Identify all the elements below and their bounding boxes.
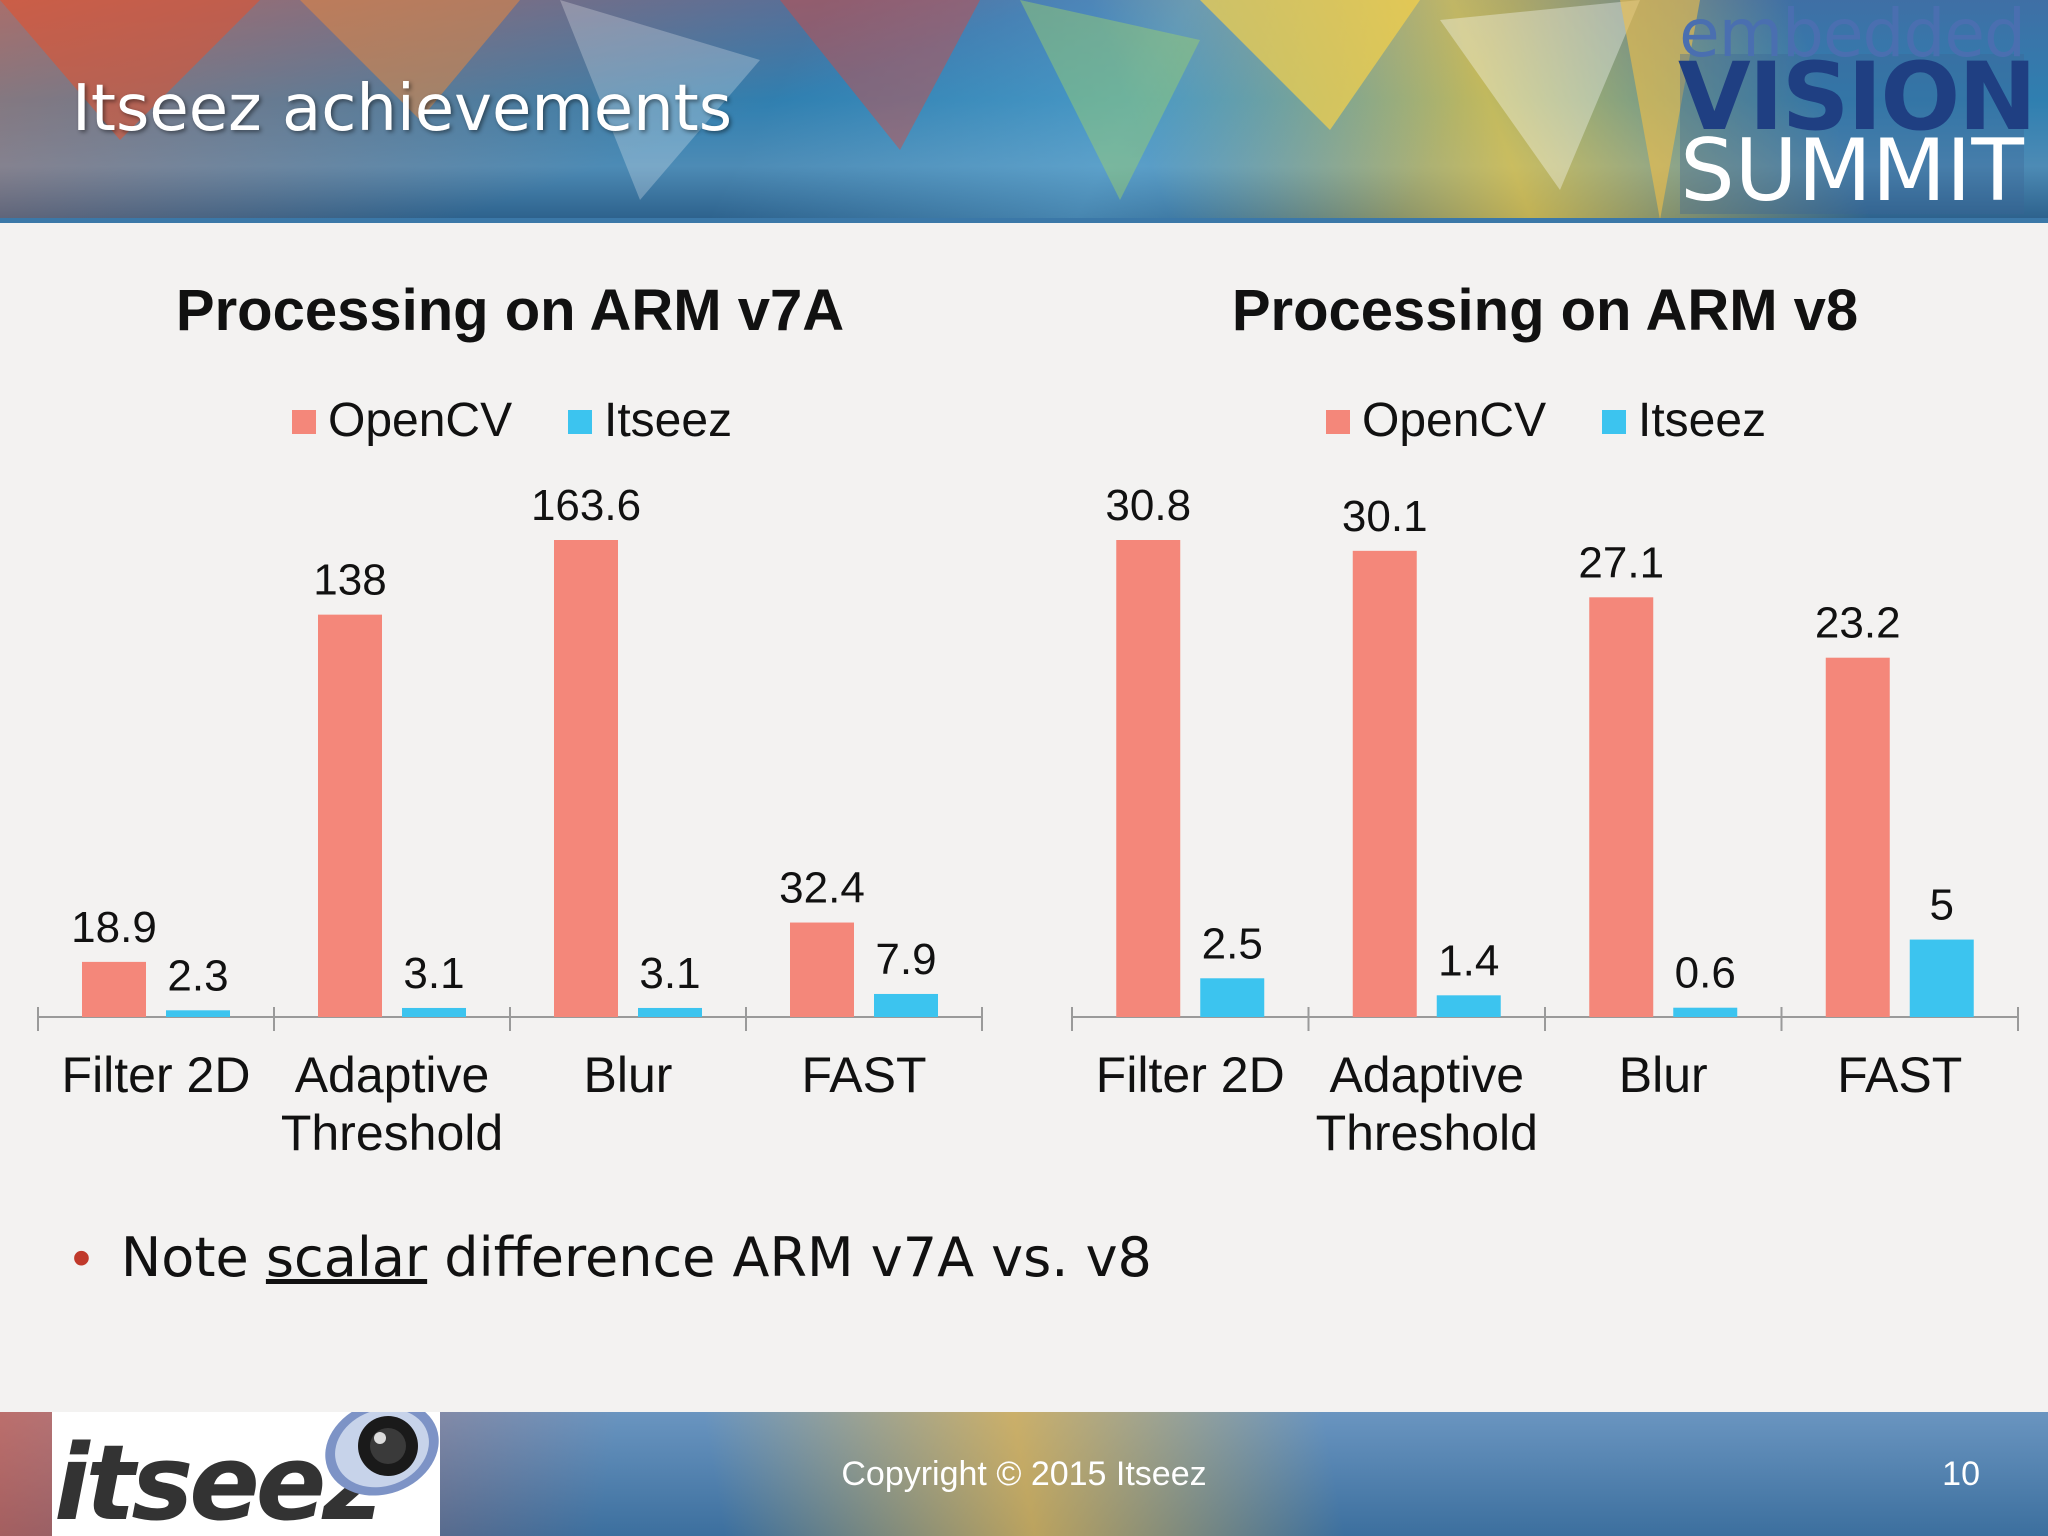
bar-itseez — [1436, 995, 1501, 1017]
legend-label-opencv: OpenCV — [328, 394, 512, 447]
bar-opencv — [790, 922, 854, 1017]
page-number: 10 — [1942, 1455, 1980, 1493]
summit-logo-box — [1680, 54, 2024, 214]
embedded-vision-summit-logo: embedded VISION SUMMIT — [1678, 0, 2037, 221]
bar-opencv — [318, 614, 382, 1017]
bar-opencv — [82, 961, 146, 1017]
bullet-dot: • — [72, 1228, 91, 1288]
header-rule — [0, 218, 2048, 223]
data-label-opencv: 18.9 — [71, 903, 157, 952]
data-label-itseez: 2.5 — [1202, 919, 1263, 968]
bullet-text-prefix: Note — [120, 1226, 266, 1289]
category-label: Blur — [584, 1047, 673, 1103]
chart-arm-v8: Processing on ARM v8 OpenCV Itseez 30.8 2.5 F… — [1071, 278, 2019, 1161]
legend-swatch-itseez — [1602, 410, 1626, 434]
copyright-text: Copyright © 2015 Itseez — [841, 1455, 1207, 1493]
header-banner: Itseez achievements embedded VISION SUMM… — [0, 0, 2048, 223]
chart-title: Processing on ARM v7A — [176, 278, 844, 343]
data-label-itseez: 5 — [1930, 881, 1954, 930]
bar-opencv — [1589, 597, 1654, 1017]
legend-swatch-opencv — [292, 410, 316, 434]
data-label-itseez: 1.4 — [1438, 936, 1499, 985]
camera-lens-icon — [325, 1412, 439, 1496]
header-decoration — [0, 0, 1700, 220]
category-label: Filter 2D — [62, 1047, 251, 1103]
summit-logo-embedded: embedded — [1679, 0, 2026, 72]
data-label-opencv: 138 — [313, 556, 386, 605]
legend-label-itseez: Itseez — [604, 394, 732, 447]
data-label-opencv: 163.6 — [531, 481, 641, 530]
itseez-logo: itseez — [52, 1412, 440, 1536]
category-label: Adaptive — [1329, 1047, 1524, 1103]
bullet-text-underlined: scalar — [265, 1226, 428, 1289]
bar-opencv — [554, 540, 618, 1017]
charts-area: Processing on ARM v7A OpenCV Itseez 18.92.3… — [37, 278, 2019, 1161]
legend-label-opencv: OpenCV — [1362, 394, 1546, 447]
bar-opencv — [1116, 540, 1181, 1017]
category-label: Threshold — [281, 1105, 503, 1161]
data-label-opencv: 30.1 — [1342, 492, 1428, 541]
data-label-opencv: 23.2 — [1815, 599, 1901, 648]
category-label: FAST — [1837, 1047, 1962, 1103]
category-label: Blur — [1619, 1047, 1708, 1103]
data-label-itseez: 3.1 — [403, 949, 464, 998]
bar-itseez — [1909, 939, 1974, 1017]
category-label: Threshold — [1316, 1105, 1538, 1161]
bar-itseez — [166, 1010, 230, 1017]
legend-swatch-itseez — [568, 410, 592, 434]
data-label-opencv: 32.4 — [779, 864, 865, 913]
note-bullet: • Note scalar difference ARM v7A vs. v8 — [72, 1226, 1152, 1289]
data-label-itseez: 7.9 — [875, 935, 936, 984]
summit-logo-vision: VISION — [1678, 43, 2037, 152]
bar-opencv — [1352, 550, 1417, 1017]
data-label-opencv: 30.8 — [1105, 481, 1191, 530]
category-label: Filter 2D — [1096, 1047, 1285, 1103]
category-label: Adaptive — [295, 1047, 490, 1103]
data-label-itseez: 3.1 — [639, 949, 700, 998]
chart-title: Processing on ARM v8 — [1232, 278, 1858, 343]
data-label-itseez: 2.3 — [167, 951, 228, 1000]
bar-itseez — [402, 1007, 466, 1017]
bar-itseez — [1673, 1007, 1738, 1017]
bullet-text-suffix: difference ARM v7A vs. v8 — [427, 1226, 1152, 1289]
bar-itseez — [638, 1007, 702, 1017]
bar-itseez — [874, 993, 938, 1017]
data-label-itseez: 0.6 — [1675, 949, 1736, 998]
summit-logo-summit: SUMMIT — [1680, 121, 2024, 221]
bar-itseez — [1200, 978, 1265, 1017]
legend-swatch-opencv — [1326, 410, 1350, 434]
slide-title: Itseez achievements — [72, 72, 733, 146]
bar-opencv — [1825, 657, 1890, 1017]
legend-label-itseez: Itseez — [1638, 394, 1766, 447]
data-label-opencv: 27.1 — [1578, 538, 1664, 587]
chart-arm-v7a: Processing on ARM v7A OpenCV Itseez 18.92.3… — [37, 278, 983, 1161]
category-label: FAST — [801, 1047, 926, 1103]
